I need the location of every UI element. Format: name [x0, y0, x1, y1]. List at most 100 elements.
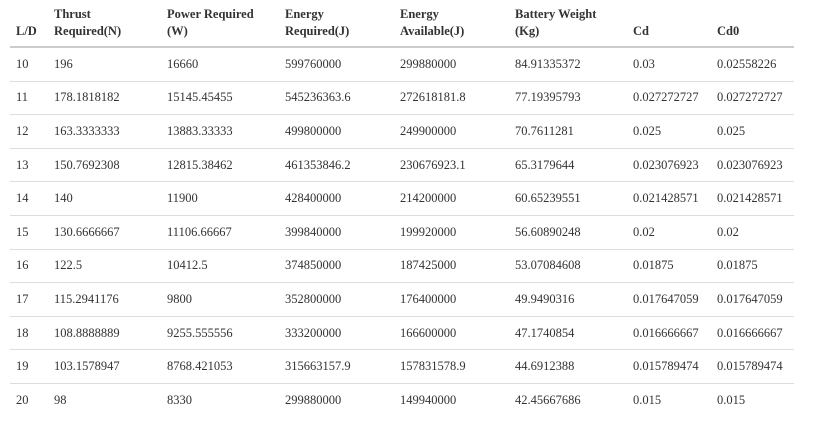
table-cell: 461353846.2	[279, 148, 394, 183]
table-cell: 17	[10, 282, 48, 317]
table-cell: 47.1740854	[509, 316, 627, 351]
table-cell: 12	[10, 114, 48, 149]
table-header-row: L/D Thrust Required(N) Power Required (W) …	[10, 0, 794, 48]
table-cell: 16660	[161, 47, 279, 82]
table-cell: 333200000	[279, 316, 394, 351]
table-cell: 166600000	[394, 316, 509, 351]
table-cell: 0.023076923	[627, 148, 711, 183]
table-row: 16 122.5 10412.5 374850000 187425000 53.…	[10, 249, 794, 284]
table-cell: 13	[10, 148, 48, 183]
header-battery-weight: Battery Weight (Kg)	[509, 0, 627, 48]
table-row: 18 108.8888889 9255.555556 333200000 166…	[10, 316, 794, 351]
table-row: 15 130.6666667 11106.66667 399840000 199…	[10, 215, 794, 250]
table-cell: 11106.66667	[161, 215, 279, 250]
table-cell: 214200000	[394, 181, 509, 216]
table-row: 20 98 8330 299880000 149940000 42.456676…	[10, 383, 794, 416]
table-cell: 140	[48, 181, 161, 216]
header-energy-required: Energy Required(J)	[279, 0, 394, 48]
table-cell: 176400000	[394, 282, 509, 317]
table-row: 12 163.3333333 13883.33333 499800000 249…	[10, 114, 794, 149]
table-cell: 65.3179644	[509, 148, 627, 183]
table-cell: 84.91335372	[509, 47, 627, 82]
table-cell: 230676923.1	[394, 148, 509, 183]
table-cell: 0.015789474	[711, 349, 794, 384]
table-cell: 98	[54, 392, 67, 407]
table-cell: 0.025	[627, 114, 711, 149]
table-cell: 0.015	[717, 392, 746, 407]
table-cell: 299880000	[394, 47, 509, 82]
table-cell: 399840000	[279, 215, 394, 250]
table-cell: 0.02558226	[711, 47, 794, 82]
table-cell: 272618181.8	[394, 81, 509, 116]
table-cell: 16	[10, 249, 48, 284]
table-cell: 9255.555556	[161, 316, 279, 351]
header-energy-available: Energy Available(J)	[394, 0, 509, 48]
table-cell: 19	[10, 349, 48, 384]
table-cell: 499800000	[279, 114, 394, 149]
table-cell: 0.027272727	[711, 81, 794, 116]
table-row: 10 196 16660 599760000 299880000 84.9133…	[10, 47, 794, 82]
table-cell: 249900000	[394, 114, 509, 149]
table-cell: 0.03	[627, 47, 711, 82]
table-cell: 428400000	[279, 181, 394, 216]
table-cell: 0.016666667	[627, 316, 711, 351]
table-cell: 0.015789474	[627, 349, 711, 384]
table-cell: 150.7692308	[48, 148, 161, 183]
table-cell: 374850000	[279, 249, 394, 284]
table-cell: 299880000	[285, 392, 342, 407]
table-cell: 11900	[161, 181, 279, 216]
table-cell: 8768.421053	[161, 349, 279, 384]
table-cell: 115.2941176	[48, 282, 161, 317]
table-cell: 56.60890248	[509, 215, 627, 250]
table-cell: 20	[16, 392, 29, 407]
table-cell: 12815.38462	[161, 148, 279, 183]
table-cell: 163.3333333	[48, 114, 161, 149]
table-row: 13 150.7692308 12815.38462 461353846.2 2…	[10, 148, 794, 183]
data-table-container: L/D Thrust Required(N) Power Required (W) …	[10, 0, 794, 417]
header-cd: Cd	[627, 0, 711, 48]
header-thrust: Thrust Required(N)	[48, 0, 161, 48]
header-ld: L/D	[10, 0, 48, 48]
table-cell: 108.8888889	[48, 316, 161, 351]
table-cell: 0.025	[711, 114, 794, 149]
table-cell: 122.5	[48, 249, 161, 284]
table-cell: 0.01875	[711, 249, 794, 284]
table-cell: 10	[10, 47, 48, 82]
table-cell: 130.6666667	[48, 215, 161, 250]
table-cell: 315663157.9	[279, 349, 394, 384]
table-cell: 196	[48, 47, 161, 82]
table-row: 19 103.1578947 8768.421053 315663157.9 1…	[10, 349, 794, 384]
table-row: 17 115.2941176 9800 352800000 176400000 …	[10, 282, 794, 317]
table-cell: 18	[10, 316, 48, 351]
header-cd0: Cd0	[711, 0, 794, 48]
table-cell: 178.1818182	[48, 81, 161, 116]
table-cell: 15145.45455	[161, 81, 279, 116]
table-cell: 60.65239551	[509, 181, 627, 216]
table-cell: 0.01875	[627, 249, 711, 284]
table-cell: 49.9490316	[509, 282, 627, 317]
table-cell: 149940000	[400, 392, 457, 407]
table-cell: 10412.5	[161, 249, 279, 284]
table-cell: 0.021428571	[711, 181, 794, 216]
table-cell: 352800000	[279, 282, 394, 317]
table-cell: 187425000	[394, 249, 509, 284]
table-cell: 77.19395793	[509, 81, 627, 116]
table-cell: 199920000	[394, 215, 509, 250]
table-cell: 44.6912388	[509, 349, 627, 384]
table-cell: 0.016666667	[711, 316, 794, 351]
table-row: 14 140 11900 428400000 214200000 60.6523…	[10, 181, 794, 216]
table-cell: 157831578.9	[394, 349, 509, 384]
table-cell: 8330	[167, 392, 192, 407]
table-cell: 42.45667686	[515, 392, 581, 407]
table-cell: 545236363.6	[279, 81, 394, 116]
table-cell: 14	[10, 181, 48, 216]
table-cell: 11	[10, 81, 48, 116]
table-cell: 0.015	[633, 392, 662, 407]
table-cell: 0.02	[627, 215, 711, 250]
table-cell: 0.027272727	[627, 81, 711, 116]
table-cell: 103.1578947	[48, 349, 161, 384]
performance-table: L/D Thrust Required(N) Power Required (W) …	[10, 0, 794, 417]
table-cell: 0.023076923	[711, 148, 794, 183]
table-row: 11 178.1818182 15145.45455 545236363.6 2…	[10, 81, 794, 116]
table-cell: 70.7611281	[509, 114, 627, 149]
